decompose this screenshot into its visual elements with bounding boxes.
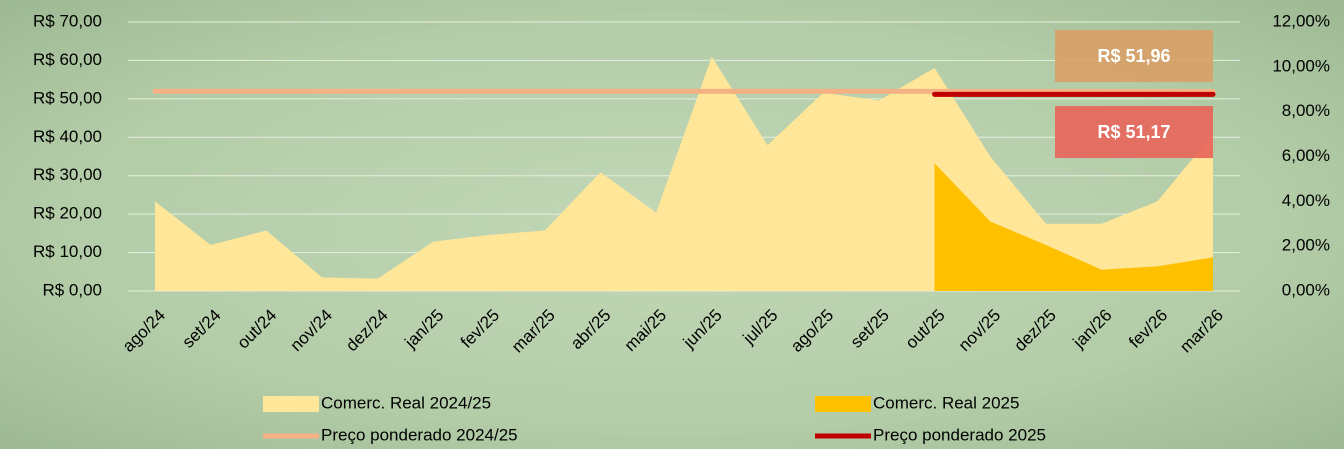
legend-label: Preço ponderado 2025 xyxy=(873,425,1046,444)
y-tick-label: R$ 40,00 xyxy=(33,127,102,146)
legend-swatch xyxy=(263,396,319,412)
data-label: R$ 51,96 xyxy=(1097,46,1170,66)
y2-tick-label: 6,00% xyxy=(1282,146,1330,165)
data-label: R$ 51,17 xyxy=(1097,122,1170,142)
label-box xyxy=(1055,106,1213,158)
y2-tick-label: 12,00% xyxy=(1272,11,1330,30)
legend-label: Comerc. Real 2024/25 xyxy=(321,393,491,412)
y2-tick-label: 8,00% xyxy=(1282,101,1330,120)
y2-tick-label: 2,00% xyxy=(1282,236,1330,255)
y2-tick-label: 0,00% xyxy=(1282,280,1330,299)
y-tick-label: R$ 20,00 xyxy=(33,204,102,223)
legend-swatch xyxy=(815,396,871,412)
y-tick-label: R$ 30,00 xyxy=(33,165,102,184)
legend-label: Preço ponderado 2024/25 xyxy=(321,425,518,444)
y-tick-label: R$ 0,00 xyxy=(42,280,102,299)
y-tick-label: R$ 60,00 xyxy=(33,50,102,69)
area xyxy=(934,163,1213,291)
y2-tick-label: 4,00% xyxy=(1282,191,1330,210)
label-box xyxy=(1055,30,1213,82)
legend-label: Comerc. Real 2025 xyxy=(873,393,1019,412)
y-tick-label: R$ 10,00 xyxy=(33,242,102,261)
y2-tick-label: 10,00% xyxy=(1272,56,1330,75)
y-tick-label: R$ 50,00 xyxy=(33,88,102,107)
y-tick-label: R$ 70,00 xyxy=(33,11,102,30)
